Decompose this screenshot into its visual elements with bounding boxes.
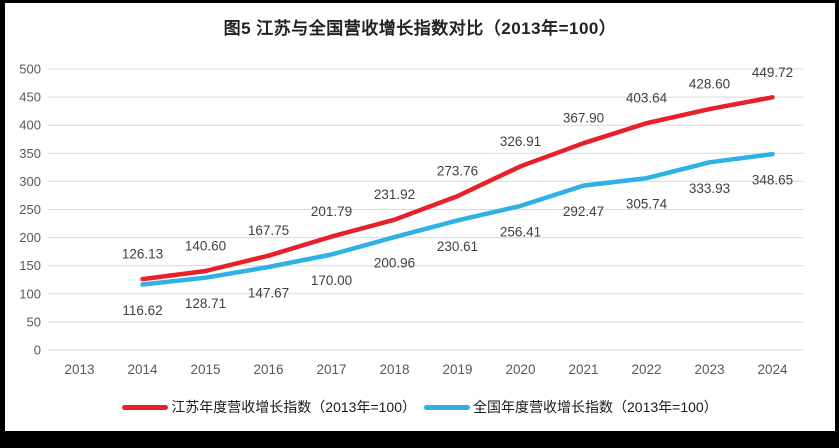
line-chart-plot: 0 50 100 150 200 250 300 350 400 450 500 2013 2014 20…	[19, 62, 804, 377]
y-tick-label: 450	[19, 90, 41, 105]
x-axis-label: 2020	[505, 362, 535, 377]
x-axis-label: 2016	[253, 362, 283, 377]
data-label: 200.96	[374, 256, 415, 271]
data-label: 273.76	[437, 164, 478, 179]
data-label: 256.41	[500, 224, 541, 239]
series-line-1	[140, 151, 775, 287]
x-axis-label: 2013	[64, 362, 94, 377]
y-tick-label: 100	[19, 286, 41, 301]
data-label: 230.61	[437, 239, 478, 254]
data-label: 428.60	[689, 77, 730, 92]
legend-item-national: 全国年度营收增长指数（2013年=100）	[424, 397, 718, 417]
x-axis-label: 2023	[694, 362, 724, 377]
data-label: 116.62	[122, 303, 162, 318]
data-label: 147.67	[248, 286, 289, 301]
data-label: 326.91	[500, 134, 541, 149]
data-label: 140.60	[185, 238, 226, 253]
data-label: 231.92	[374, 187, 415, 202]
data-label: 367.90	[563, 111, 604, 126]
x-axis-label: 2015	[190, 362, 220, 377]
chart-legend: 江苏年度营收增长指数（2013年=100） 全国年度营收增长指数（2013年=1…	[5, 397, 835, 417]
y-tick-label: 50	[27, 314, 41, 329]
y-tick-label: 400	[19, 118, 41, 133]
x-axis-label: 2024	[757, 362, 788, 377]
legend-label-national: 全国年度营收增长指数（2013年=100）	[473, 399, 718, 415]
data-label: 170.00	[311, 273, 352, 288]
x-axis-label: 2022	[631, 362, 661, 377]
y-tick-label: 500	[19, 62, 41, 77]
data-label: 348.65	[752, 173, 793, 188]
chart-canvas: 图5 江苏与全国营收增长指数对比（2013年=100） 0 50 100 150 200…	[5, 3, 835, 431]
x-axis-label: 2021	[568, 362, 598, 377]
y-tick-label: 0	[34, 343, 41, 358]
data-label: 126.13	[122, 247, 163, 262]
data-label: 128.71	[185, 296, 226, 311]
data-label: 305.74	[626, 197, 668, 212]
x-axis-label: 2018	[379, 362, 409, 377]
legend-swatch-jiangsu-line	[122, 404, 169, 410]
y-tick-label: 350	[19, 146, 41, 161]
x-axis-label: 2014	[127, 362, 158, 377]
x-axis-label: 2019	[442, 362, 472, 377]
legend-swatch-national-line	[424, 404, 470, 410]
data-label: 403.64	[626, 91, 668, 106]
chart-title: 图5 江苏与全国营收增长指数对比（2013年=100）	[223, 19, 617, 38]
data-label: 449.72	[752, 65, 793, 80]
x-axis-label: 2017	[316, 362, 346, 377]
legend-item-jiangsu: 江苏年度营收增长指数（2013年=100）	[122, 397, 416, 417]
y-tick-label: 300	[19, 174, 41, 189]
data-label: 167.75	[248, 223, 289, 238]
y-tick-label: 200	[19, 230, 41, 245]
legend-label-jiangsu: 江苏年度营收增长指数（2013年=100）	[171, 399, 416, 415]
y-tick-label: 150	[19, 258, 41, 273]
data-label: 333.93	[689, 181, 730, 196]
data-label: 201.79	[311, 204, 352, 219]
data-label: 292.47	[563, 204, 604, 219]
y-tick-label: 250	[19, 202, 41, 217]
series-line-0	[140, 95, 775, 282]
